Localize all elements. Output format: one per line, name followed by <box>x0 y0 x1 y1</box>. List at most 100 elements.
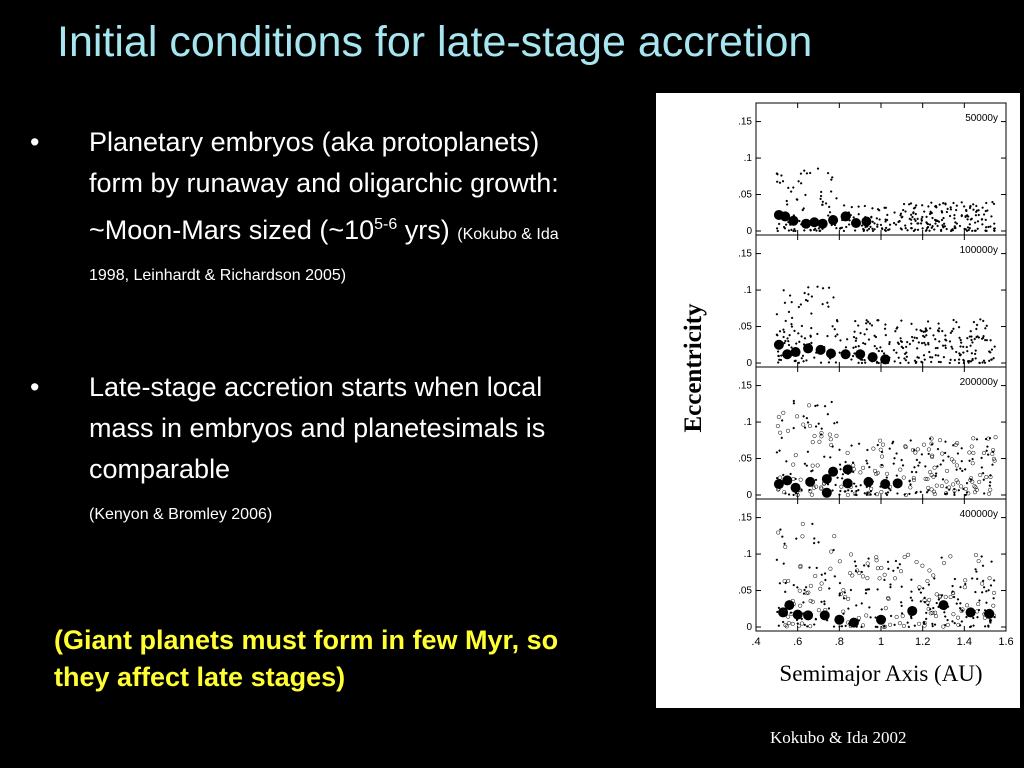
planetesimal-point <box>936 346 939 350</box>
planetesimal-point <box>778 181 782 184</box>
planetesimal-point <box>897 621 902 626</box>
planetesimal-point <box>840 226 844 229</box>
planetesimal-point <box>787 493 791 496</box>
planetesimal-point <box>990 451 995 456</box>
planetesimal-point <box>776 350 780 353</box>
planetesimal-point <box>978 599 981 602</box>
planetesimal-point <box>782 620 785 624</box>
planetesimal-point <box>908 342 912 346</box>
planetesimal-point <box>845 225 848 229</box>
planetesimal-point <box>928 350 931 354</box>
planetesimal-point <box>821 200 824 203</box>
planetesimal-point <box>964 215 967 218</box>
planetesimal-point <box>965 345 968 349</box>
planetesimal-point <box>939 484 945 489</box>
planetesimal-point <box>975 204 978 208</box>
planetesimal-point <box>992 458 997 463</box>
planetesimal-point <box>775 451 779 454</box>
planetesimal-point <box>850 444 853 447</box>
planetesimal-point <box>855 485 858 488</box>
planetesimal-point <box>884 492 888 495</box>
planetesimal-point <box>987 624 990 627</box>
bullet-marker: • <box>30 372 40 402</box>
planetesimal-point <box>813 573 818 579</box>
planetesimal-point <box>838 625 841 628</box>
x-tick-label: .4 <box>751 636 760 648</box>
planetesimal-point <box>797 588 802 593</box>
planetesimal-point <box>814 425 818 428</box>
y-axis-title: Eccentricity <box>680 303 707 433</box>
embryo-point <box>801 218 811 229</box>
planetesimal-point <box>839 468 842 471</box>
planetesimal-point <box>920 453 924 456</box>
planetesimal-point <box>792 493 795 497</box>
planetesimal-point <box>795 342 798 345</box>
planetesimal-point <box>855 568 860 573</box>
planetesimal-point <box>898 563 901 566</box>
planetesimal-point <box>858 470 863 475</box>
x-tick-label: .8 <box>835 636 844 648</box>
embryo-point <box>809 217 820 228</box>
planetesimal-point <box>826 301 829 304</box>
planetesimal-point <box>945 622 950 628</box>
planetesimal-point <box>972 490 978 495</box>
planetesimal-point <box>948 595 953 600</box>
planetesimal-point <box>932 465 937 470</box>
planetesimal-point <box>814 478 818 482</box>
planetesimal-point <box>920 563 925 568</box>
planetesimal-point <box>990 358 993 361</box>
planetesimal-point <box>777 624 780 627</box>
planetesimal-point <box>916 222 919 225</box>
x-axis-title: Semimajor Axis (AU) <box>779 661 982 686</box>
planetesimal-point <box>888 447 891 450</box>
y-tick-label: .1 <box>744 549 753 560</box>
planetesimal-point <box>885 218 889 222</box>
planetesimal-point <box>847 489 850 492</box>
planetesimal-point <box>820 600 823 603</box>
planetesimal-point <box>967 359 971 363</box>
planetesimal-point <box>908 479 911 482</box>
planetesimal-point <box>798 563 803 568</box>
planetesimal-point <box>914 219 917 223</box>
planetesimal-point <box>977 213 980 217</box>
planetesimal-point <box>904 210 907 213</box>
planetesimal-point <box>953 213 956 217</box>
planetesimal-point <box>926 320 930 323</box>
planetesimal-point <box>809 335 812 338</box>
planetesimal-point <box>879 565 884 570</box>
planetesimal-point <box>783 623 788 628</box>
planetesimal-point <box>851 461 855 464</box>
planetesimal-point <box>880 350 884 353</box>
planetesimal-point <box>966 337 969 340</box>
planetesimal-point <box>795 198 798 201</box>
planetesimal-point <box>969 344 972 347</box>
planetesimal-point <box>787 340 790 343</box>
planetesimal-point <box>827 607 831 610</box>
planetesimal-point <box>955 441 960 446</box>
planetesimal-point <box>984 218 987 222</box>
planetesimal-point <box>887 622 893 627</box>
embryo-point <box>842 478 853 489</box>
embryo-point <box>876 614 886 625</box>
planetesimal-point <box>910 447 916 453</box>
planetesimal-point <box>788 294 792 297</box>
planetesimal-point <box>784 339 787 343</box>
planetesimal-point <box>916 217 919 221</box>
planetesimal-point <box>834 361 838 364</box>
planetesimal-point <box>951 459 956 464</box>
planetesimal-point <box>877 576 882 581</box>
planetesimal-point <box>801 354 805 357</box>
planetesimal-point <box>926 222 930 226</box>
planetesimal-point <box>790 228 793 232</box>
planetesimal-point <box>911 477 916 483</box>
planetesimal-point <box>900 604 903 608</box>
planetesimal-point <box>975 570 978 573</box>
planetesimal-point <box>804 298 808 302</box>
planetesimal-point <box>929 487 934 492</box>
y-tick-label: 0 <box>746 622 752 633</box>
planetesimal-point <box>949 457 954 462</box>
planetesimal-point <box>810 470 813 473</box>
planetesimal-point <box>802 343 806 346</box>
planetesimal-point <box>927 205 930 208</box>
planetesimal-point <box>787 343 791 347</box>
